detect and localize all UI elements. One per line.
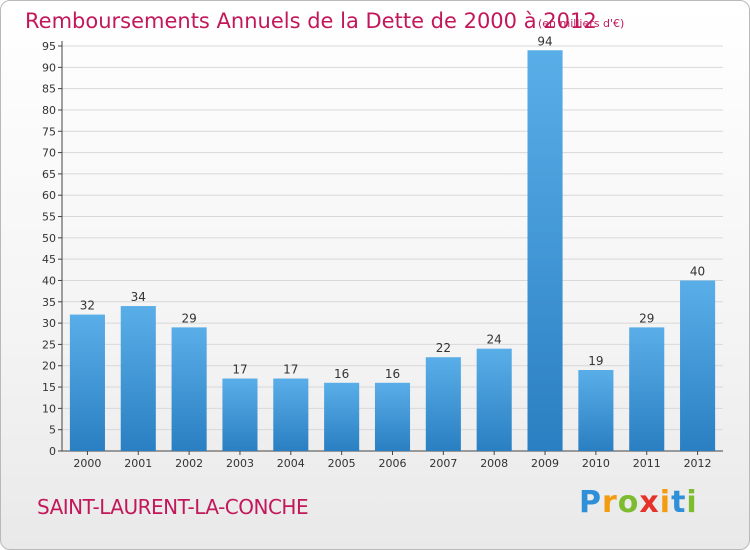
y-tick-label: 80 — [42, 104, 56, 117]
x-tick-label: 2012 — [684, 457, 712, 470]
bar-2000 — [69, 314, 105, 451]
proxiti-logo: Proxiti — [579, 485, 698, 520]
data-label: 22 — [436, 341, 451, 355]
bar-2012 — [680, 280, 716, 451]
data-label: 17 — [232, 363, 247, 377]
y-tick-label: 20 — [42, 360, 56, 373]
y-tick-label: 40 — [42, 274, 56, 287]
chart-subtitle: (en milliers d'€) — [538, 17, 625, 30]
x-tick-label: 2001 — [124, 457, 152, 470]
x-tick-label: 2002 — [175, 457, 203, 470]
labels: 2000 32 2001 34 2002 29 2003 17 2004 17 2005 16 2006… — [73, 34, 711, 470]
x-tick-label: 2003 — [226, 457, 254, 470]
y-tick-label: 25 — [42, 338, 56, 351]
y-tick-label: 45 — [42, 253, 56, 266]
x-tick-label: 2009 — [531, 457, 559, 470]
bar-2001 — [120, 306, 156, 451]
x-tick-label: 2010 — [582, 457, 610, 470]
y-tick-label: 0 — [49, 445, 56, 458]
data-label: 34 — [131, 290, 146, 304]
data-label: 29 — [181, 311, 196, 325]
bar-2010 — [578, 370, 614, 451]
data-label: 16 — [385, 367, 400, 381]
x-tick-label: 2000 — [73, 457, 101, 470]
data-label: 17 — [283, 363, 298, 377]
bar-2005 — [324, 382, 360, 451]
data-label: 24 — [487, 333, 502, 347]
y-tick-label: 35 — [42, 296, 56, 309]
bar-2008 — [476, 348, 512, 451]
x-tick-label: 2005 — [328, 457, 356, 470]
x-tick-label: 2007 — [429, 457, 457, 470]
chart-title: Remboursements Annuels de la Dette de 20… — [25, 9, 597, 33]
x-tick-label: 2006 — [379, 457, 407, 470]
bar-2011 — [629, 327, 665, 451]
data-label: 16 — [334, 367, 349, 381]
y-tick-label: 10 — [42, 402, 56, 415]
y-tick-label: 50 — [42, 232, 56, 245]
commune-name: SAINT-LAURENT-LA-CONCHE — [37, 495, 309, 519]
y-tick-label: 30 — [42, 317, 56, 330]
y-tick-label: 55 — [42, 211, 56, 224]
bar-2007 — [425, 357, 461, 451]
y-tick-label: 75 — [42, 125, 56, 138]
y-tick-label: 65 — [42, 168, 56, 181]
data-label: 40 — [690, 264, 705, 278]
y-tick-label: 70 — [42, 147, 56, 160]
y-tick-label: 85 — [42, 83, 56, 96]
y-tick-label: 15 — [42, 381, 56, 394]
y-tick-label: 60 — [42, 189, 56, 202]
bar-2009 — [527, 50, 563, 452]
y-tick-label: 95 — [42, 40, 56, 53]
bar-2003 — [222, 378, 258, 451]
y-tick-label: 90 — [42, 61, 56, 74]
data-label: 19 — [588, 354, 603, 368]
data-label: 94 — [537, 34, 552, 48]
y-tick-label: 5 — [49, 424, 56, 437]
axes: 0 5 10 15 20 25 30 35 40 45 50 55 60 65 70 75 80 85 90 95 — [42, 40, 723, 458]
x-tick-label: 2008 — [480, 457, 508, 470]
x-tick-label: 2011 — [633, 457, 661, 470]
bars — [69, 50, 716, 452]
bar-2006 — [374, 382, 411, 451]
bar-2002 — [171, 327, 207, 451]
data-label: 29 — [639, 311, 654, 325]
x-tick-label: 2004 — [277, 457, 305, 470]
bar-2004 — [273, 378, 309, 451]
data-label: 32 — [80, 299, 95, 313]
